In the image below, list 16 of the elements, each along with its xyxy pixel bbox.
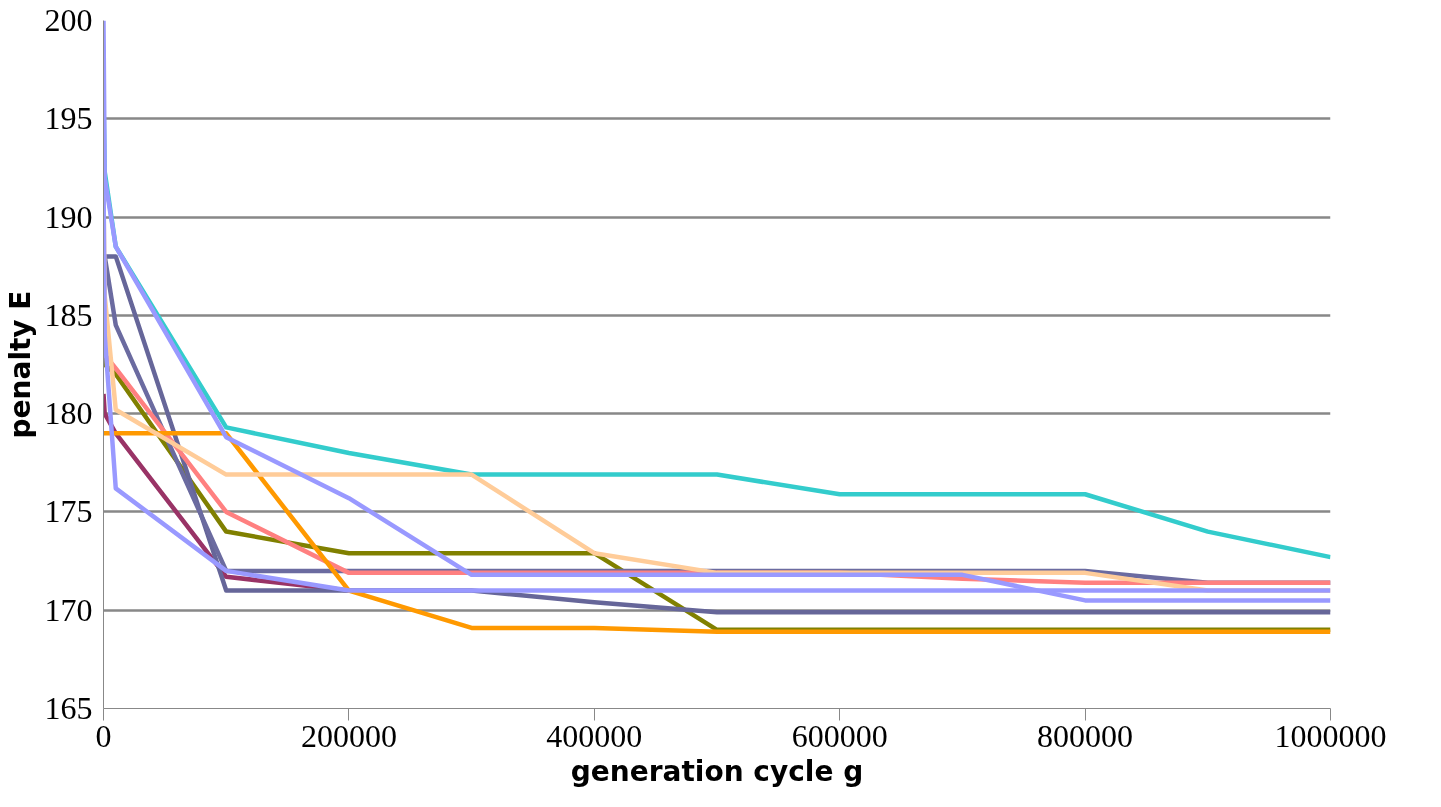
- x-tick-label: 1000000: [1274, 717, 1387, 754]
- x-axis-title: generation cycle g: [570, 754, 864, 788]
- y-tick-label: 175: [44, 493, 93, 530]
- y-tick-label: 190: [44, 198, 93, 235]
- y-tick-label: 180: [44, 395, 93, 432]
- x-tick-label: 400000: [546, 717, 643, 754]
- y-tick-label: 165: [44, 690, 93, 726]
- y-axis-title: penalty E: [3, 290, 37, 439]
- x-tick-label: 200000: [300, 717, 397, 754]
- x-tick-label: 0: [95, 717, 112, 754]
- y-tick-label: 185: [44, 296, 93, 333]
- y-tick-label: 200: [44, 2, 93, 38]
- x-tick-label: 800000: [1037, 717, 1134, 754]
- x-tick-label: 600000: [791, 717, 888, 754]
- y-tick-label: 195: [44, 100, 93, 137]
- y-tick-label: 170: [44, 591, 93, 628]
